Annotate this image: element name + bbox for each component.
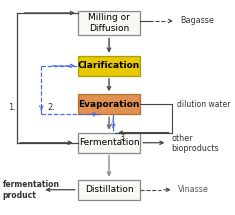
Text: Evaporation: Evaporation	[78, 100, 140, 109]
Text: Milling or
Diffusion: Milling or Diffusion	[88, 13, 130, 33]
Text: product: product	[3, 190, 37, 200]
Text: fermentation: fermentation	[3, 180, 60, 189]
FancyBboxPatch shape	[78, 11, 140, 35]
FancyBboxPatch shape	[78, 94, 140, 114]
FancyBboxPatch shape	[78, 180, 140, 200]
Text: 1.: 1.	[8, 103, 16, 112]
Text: Distillation: Distillation	[85, 185, 133, 194]
Text: Fermentation: Fermentation	[79, 138, 139, 147]
Text: other: other	[172, 134, 193, 143]
Text: Bagasse: Bagasse	[180, 17, 214, 26]
Text: 3.: 3.	[119, 134, 127, 143]
Text: Vinasse: Vinasse	[178, 185, 209, 194]
Text: 2.: 2.	[48, 103, 56, 112]
FancyBboxPatch shape	[78, 56, 140, 76]
Text: Clarification: Clarification	[78, 61, 140, 70]
Text: dilution water: dilution water	[177, 100, 230, 109]
FancyBboxPatch shape	[78, 133, 140, 153]
Text: bioproducts: bioproducts	[172, 144, 219, 153]
